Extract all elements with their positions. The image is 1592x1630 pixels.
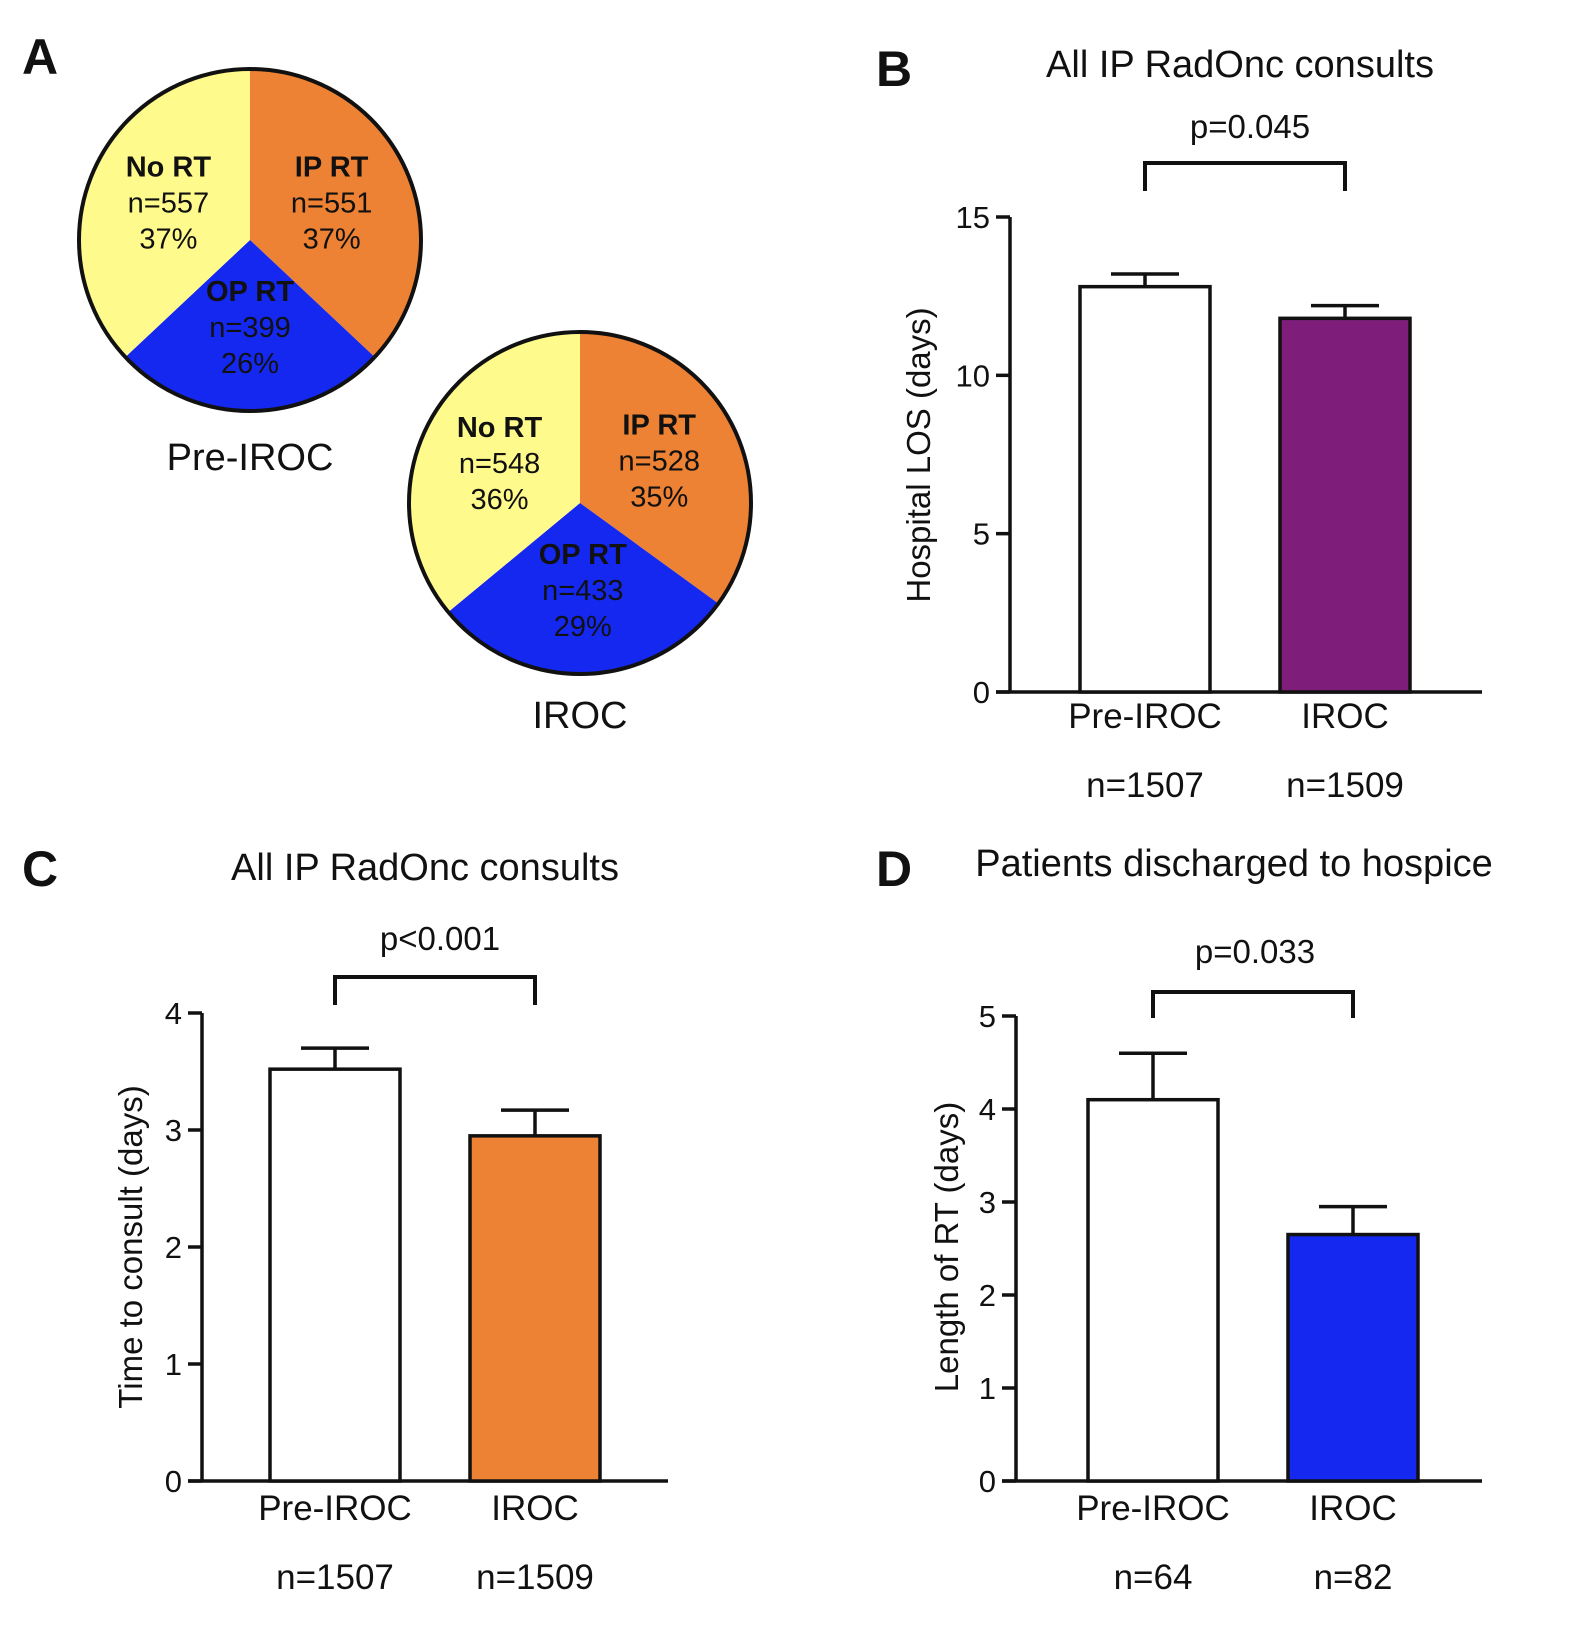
slice-percent: 36% — [471, 484, 529, 516]
pie-outline — [77, 67, 423, 413]
x-category-label: Pre-IROC — [1076, 1489, 1230, 1528]
y-tick-label: 2 — [165, 1230, 182, 1265]
sample-size-label: n=64 — [1114, 1558, 1193, 1597]
y-tick-label: 4 — [165, 996, 182, 1031]
pie-slice-ip-rt — [250, 69, 421, 358]
pie-outline — [407, 330, 753, 676]
pie-slice-op-rt — [448, 503, 719, 674]
slice-count: n=433 — [542, 575, 623, 607]
panel-b: B All IP RadOnc consults p=0.045 0 5 10 15 H… — [876, 41, 1482, 805]
chart-title-b: All IP RadOnc consults — [1046, 44, 1434, 86]
sample-size-label: n=1509 — [1286, 766, 1404, 805]
slice-count: n=548 — [459, 448, 540, 480]
slice-percent: 37% — [303, 224, 361, 256]
panel-a: A IP RT n=551 37% OP RT n=399 26% No RT n=557 37… — [22, 29, 753, 737]
slice-percent: 35% — [630, 482, 688, 514]
slice-label: No RT — [457, 412, 543, 444]
slice-percent: 37% — [139, 224, 197, 256]
y-tick-label: 3 — [165, 1113, 182, 1148]
y-tick-label: 3 — [979, 1185, 996, 1220]
sample-size-label: n=1507 — [1086, 766, 1204, 805]
bar-pre-iroc — [1086, 1097, 1220, 1483]
sample-size-label: n=1507 — [276, 1558, 394, 1597]
bar-chart-c: 0 1 2 3 4 Time to consult (days) Pre-IROC n=150… — [112, 975, 668, 1597]
x-category-label: IROC — [1309, 1489, 1397, 1528]
pie-slice-ip-rt — [580, 332, 752, 604]
chart-title-c: All IP RadOnc consults — [231, 847, 619, 889]
sample-size-label: n=82 — [1314, 1558, 1393, 1597]
pie-chart-iroc: IP RT n=528 35%OP RT n=433 29% No RT n=548 36% I… — [407, 330, 753, 737]
y-tick-label: 1 — [165, 1347, 182, 1382]
pie-chart-pre-iroc: IP RT n=551 37% OP RT n=399 26% No RT n=557 37% P… — [77, 67, 423, 479]
bar-pre-iroc — [1078, 284, 1212, 694]
bar-chart-b: 0 5 10 15 Hospital LOS (days) Pre-IROC n=1507 I… — [900, 161, 1482, 805]
y-tick-label: 0 — [979, 1464, 996, 1499]
pie-name: Pre-IROC — [167, 437, 334, 479]
slice-percent: 26% — [221, 348, 279, 380]
y-tick-label: 0 — [973, 675, 990, 710]
pie-name: IROC — [533, 695, 628, 737]
y-tick-label: 5 — [979, 999, 996, 1034]
slice-percent: 29% — [554, 611, 612, 643]
y-tick-label: 5 — [973, 517, 990, 552]
sample-size-label: n=1509 — [476, 1558, 594, 1597]
pie-slice-no-rt — [79, 69, 251, 358]
y-tick-label: 4 — [979, 1092, 996, 1127]
slice-label: No RT — [126, 152, 212, 184]
pie-slice-no-rt — [409, 332, 580, 612]
panel-label-a: A — [22, 29, 58, 85]
x-category-label: Pre-IROC — [258, 1489, 412, 1528]
bar-iroc — [468, 1134, 602, 1483]
p-value-d: p=0.033 — [1195, 933, 1315, 970]
bar-pre-iroc — [268, 1067, 402, 1483]
slice-label: IP RT — [622, 410, 696, 442]
slice-label: OP RT — [206, 276, 294, 308]
significance-bracket — [333, 975, 537, 1005]
y-axis-label: Length of RT (days) — [928, 1102, 965, 1392]
x-category-label: IROC — [491, 1489, 579, 1528]
chart-title-d: Patients discharged to hospice — [975, 843, 1493, 885]
y-tick-label: 10 — [956, 358, 990, 393]
p-value-b: p=0.045 — [1190, 108, 1310, 145]
p-value-c: p<0.001 — [380, 920, 500, 957]
slice-count: n=528 — [619, 446, 700, 478]
panel-c: C All IP RadOnc consults p<0.001 0 1 2 3 4 Ti… — [22, 841, 668, 1597]
y-tick-label: 15 — [956, 200, 990, 235]
panel-label-c: C — [22, 841, 58, 897]
bar-iroc — [1278, 316, 1412, 694]
significance-bracket — [1151, 990, 1355, 1018]
panel-label-b: B — [876, 41, 912, 97]
slice-label: OP RT — [539, 539, 627, 571]
y-axis-label: Hospital LOS (days) — [900, 307, 937, 602]
pie-slice-op-rt — [125, 240, 375, 411]
bar-chart-d: 0 1 2 3 4 5 Length of RT (days) Pre-IROC n=64 IRO… — [928, 990, 1482, 1597]
slice-count: n=399 — [209, 312, 290, 344]
x-category-label: IROC — [1301, 697, 1389, 736]
bar-iroc — [1286, 1232, 1420, 1483]
panel-label-d: D — [876, 841, 912, 897]
significance-bracket — [1143, 161, 1347, 191]
panel-d: D Patients discharged to hospice p=0.033… — [876, 841, 1493, 1597]
y-tick-label: 2 — [979, 1278, 996, 1313]
slice-label: IP RT — [295, 152, 369, 184]
x-category-label: Pre-IROC — [1068, 697, 1222, 736]
y-axis-label: Time to consult (days) — [112, 1085, 149, 1408]
slice-count: n=551 — [291, 188, 372, 220]
y-tick-label: 0 — [165, 1464, 182, 1499]
slice-count: n=557 — [128, 188, 209, 220]
y-tick-label: 1 — [979, 1371, 996, 1406]
